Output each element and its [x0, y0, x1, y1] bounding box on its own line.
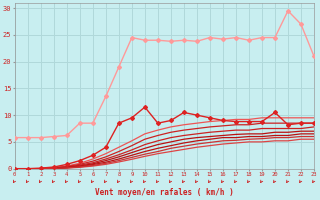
X-axis label: Vent moyen/en rafales ( km/h ): Vent moyen/en rafales ( km/h ) — [95, 188, 234, 197]
